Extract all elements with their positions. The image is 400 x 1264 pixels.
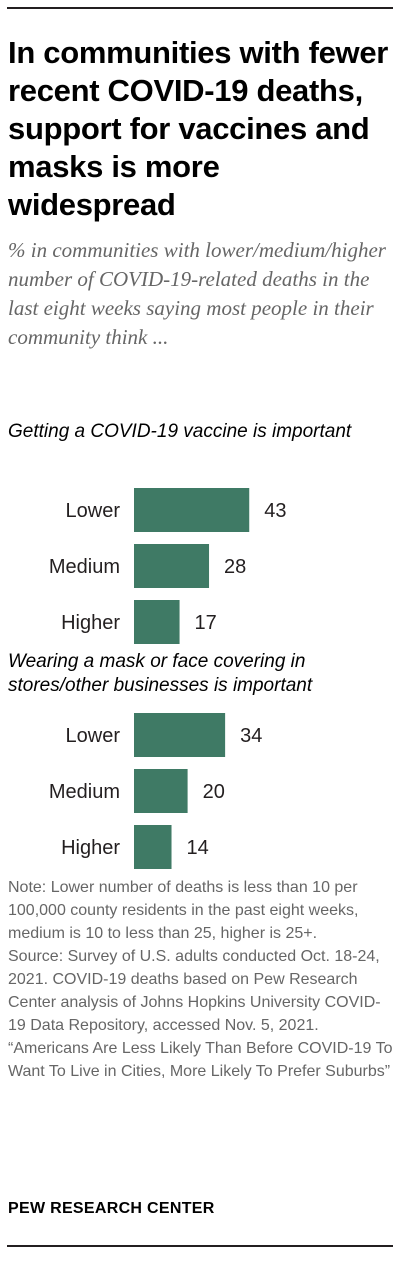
- category-label: Higher: [61, 612, 120, 634]
- category-label: Higher: [61, 837, 120, 859]
- report-title: “Americans Are Less Likely Than Before C…: [8, 1040, 393, 1080]
- value-label: 28: [224, 556, 246, 578]
- bar-higher: [134, 825, 172, 869]
- value-label: 20: [203, 781, 225, 803]
- vaccine-bar-chart: Lower 43 Medium 28 Higher 17: [49, 488, 286, 644]
- category-label: Medium: [49, 781, 120, 803]
- bar-higher: [134, 600, 180, 644]
- top-rule: [7, 7, 393, 9]
- value-label: 34: [240, 725, 262, 747]
- bar-lower: [134, 713, 226, 757]
- category-label: Lower: [66, 725, 121, 747]
- bottom-rule: [7, 1245, 393, 1247]
- value-label: 17: [195, 612, 217, 634]
- bar-medium: [134, 769, 188, 813]
- note-text: Note: Lower number of deaths is less tha…: [8, 879, 359, 942]
- panel-title-mask: Wearing a mask or face covering in store…: [8, 651, 313, 696]
- category-label: Lower: [66, 500, 121, 522]
- bar-lower: [134, 488, 250, 532]
- chart-notes: Note: Lower number of deaths is less tha…: [8, 876, 393, 1083]
- category-label: Medium: [49, 556, 120, 578]
- organization-name: PEW RESEARCH CENTER: [8, 1200, 215, 1217]
- panel-title-vaccine: Getting a COVID-19 vaccine is important: [8, 421, 352, 442]
- chart-subtitle: % in communities with lower/medium/highe…: [8, 238, 386, 349]
- value-label: 14: [187, 837, 209, 859]
- bar-medium: [134, 544, 210, 588]
- chart-title: In communities with fewer recent COVID-1…: [8, 35, 389, 222]
- value-label: 43: [264, 500, 286, 522]
- source-text: Source: Survey of U.S. adults conducted …: [8, 948, 381, 1034]
- mask-bar-chart: Lower 34 Medium 20 Higher 14: [49, 713, 262, 869]
